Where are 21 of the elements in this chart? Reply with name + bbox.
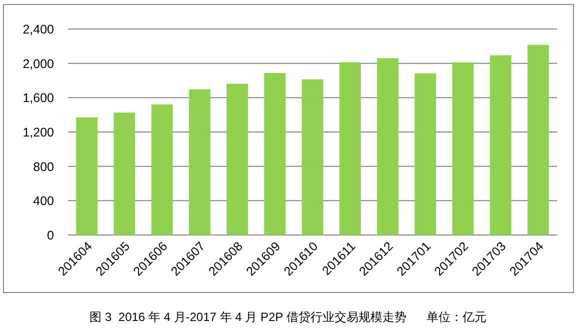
y-tick-label: 400 <box>33 194 54 208</box>
bar <box>188 89 210 235</box>
y-tick-label: 1,600 <box>22 91 54 106</box>
y-tick-label: 2,000 <box>22 56 54 71</box>
bar <box>527 44 549 235</box>
y-tick-label: 2,400 <box>22 22 54 36</box>
y-tick-label: 0 <box>47 228 54 242</box>
y-tick-label: 1,200 <box>22 126 54 140</box>
y-tick-label: 800 <box>33 160 54 174</box>
bar <box>452 62 474 235</box>
bar <box>302 79 324 235</box>
bar <box>377 58 398 235</box>
bar <box>414 73 436 235</box>
bar <box>76 117 98 235</box>
caption: 图 3 2016 年 4 月-2017 年 4 月 P2P 借贷行业交易规模走势 单位：亿元 <box>90 310 486 324</box>
bar <box>339 62 361 235</box>
bar <box>114 112 136 235</box>
bar <box>226 84 248 235</box>
bar <box>151 104 173 235</box>
bar <box>490 55 512 235</box>
bar <box>264 73 286 235</box>
